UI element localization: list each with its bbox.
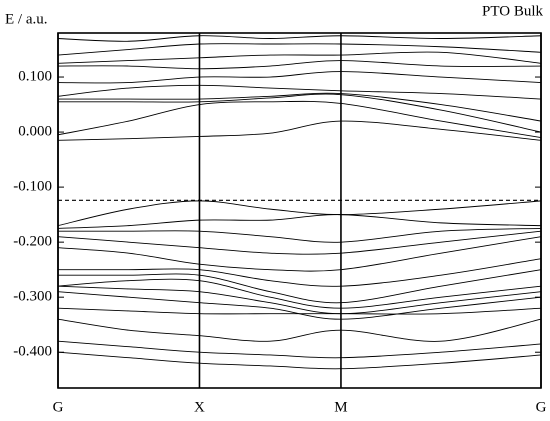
y-axis-label: E / a.u.	[5, 11, 48, 27]
band	[57, 100, 542, 139]
band	[58, 258, 542, 287]
band	[57, 43, 542, 56]
band	[58, 269, 542, 304]
band	[57, 318, 542, 342]
band	[57, 278, 542, 309]
band	[57, 227, 542, 243]
band	[57, 35, 542, 42]
band	[57, 236, 542, 272]
y-tick-label: -0.300	[13, 289, 52, 305]
x-tick-label: G	[53, 399, 64, 415]
band	[57, 120, 542, 141]
band	[57, 200, 542, 227]
band	[57, 93, 542, 133]
y-tick-label: -0.100	[13, 179, 52, 195]
band	[57, 84, 542, 100]
band	[57, 307, 542, 315]
band	[57, 51, 542, 64]
band	[57, 291, 542, 320]
plot-frame	[57, 32, 542, 389]
band	[57, 230, 542, 255]
band	[57, 71, 542, 84]
chart-title: PTO Bulk	[482, 3, 543, 19]
x-tick-label: G	[536, 399, 547, 415]
y-tick-label: -0.400	[13, 344, 52, 360]
y-tick-label: 0.000	[18, 124, 52, 140]
y-tick-label: 0.100	[18, 68, 52, 84]
band	[57, 351, 542, 370]
band	[58, 92, 542, 122]
band	[57, 340, 542, 359]
x-tick-label: X	[194, 399, 205, 415]
band	[57, 285, 542, 315]
x-tick-label: M	[334, 399, 347, 415]
y-tick-label: -0.200	[13, 234, 52, 250]
band	[57, 214, 542, 229]
band	[57, 60, 542, 70]
